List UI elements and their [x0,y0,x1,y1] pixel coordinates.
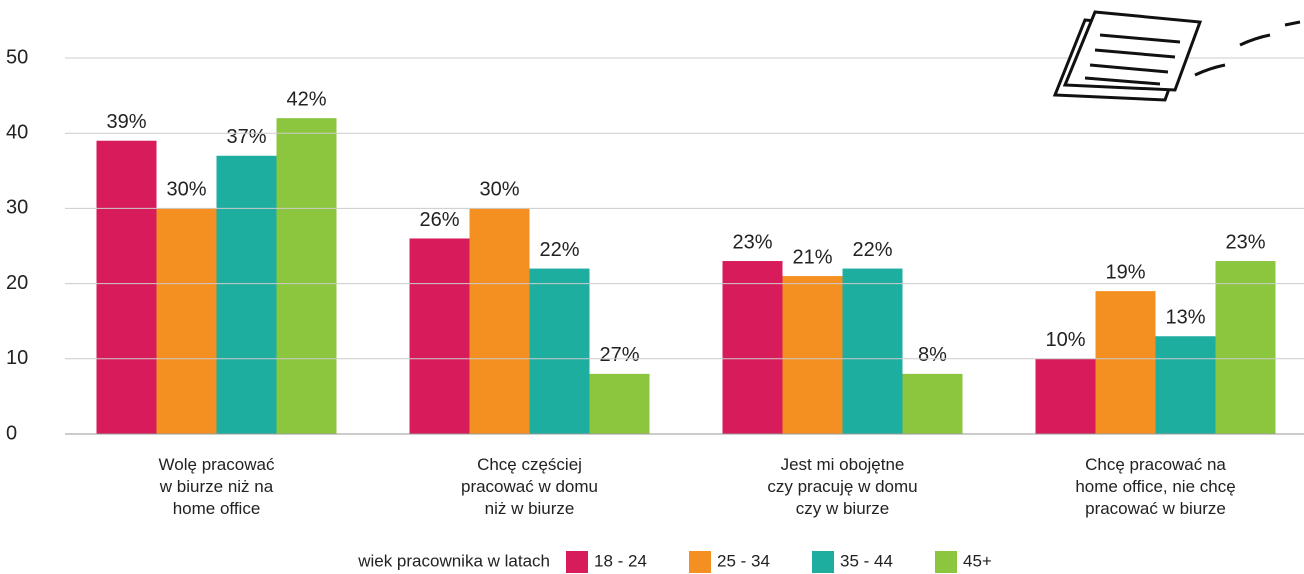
bar [722,261,783,434]
value-label: 23% [1225,231,1265,253]
legend-label: 45+ [963,551,992,570]
y-tick-label: 10 [6,347,28,369]
x-tick-label: Chcę pracować na home office, nie chcę pra… [1075,455,1235,518]
value-label: 13% [1165,307,1205,329]
bar [902,373,963,434]
y-tick-label: 50 [6,46,28,68]
bar [1035,358,1096,434]
bar [409,238,470,434]
legend-label: 35 - 44 [840,551,893,570]
legend-swatch [935,551,957,573]
bar [589,373,650,434]
legend-title: wiek pracownika w latach [357,551,550,570]
bar [529,268,590,434]
bar [469,208,530,434]
bar [1215,261,1276,434]
value-label: 22% [852,239,892,261]
value-label: 26% [419,209,459,231]
y-tick-label: 40 [6,121,28,143]
value-label: 30% [479,179,519,201]
value-label: 8% [918,344,947,366]
y-tick-label: 20 [6,272,28,294]
paper-icon [1052,10,1301,102]
y-tick-label: 30 [6,197,28,219]
annotation: 27% [599,344,639,366]
bar [1095,291,1156,434]
legend-label: 25 - 34 [717,551,770,570]
x-tick-label: Wolę pracować w biurze niż na home office [159,455,275,518]
value-label: 10% [1045,329,1085,351]
bar [782,276,843,434]
value-label: 42% [286,88,326,110]
value-label: 22% [539,239,579,261]
bar [1155,336,1216,434]
x-tick-label: Jest mi obojętne czy pracuję w domu czy w … [767,455,917,518]
bar [842,268,903,434]
legend-label: 18 - 24 [594,551,647,570]
bar [276,118,337,434]
bar [216,155,277,434]
value-label: 30% [166,179,206,201]
value-label: 39% [106,111,146,133]
x-tick-label: Chcę częściej pracować w domu niż w biurze [461,455,598,518]
value-label: 21% [792,246,832,268]
legend-swatch [566,551,588,573]
y-tick-label: 0 [6,422,17,444]
bar [156,208,217,434]
legend-swatch [689,551,711,573]
value-label: 23% [732,231,772,253]
value-label: 19% [1105,261,1145,283]
bar [96,140,157,434]
value-label: 37% [226,126,266,148]
legend-swatch [812,551,834,573]
